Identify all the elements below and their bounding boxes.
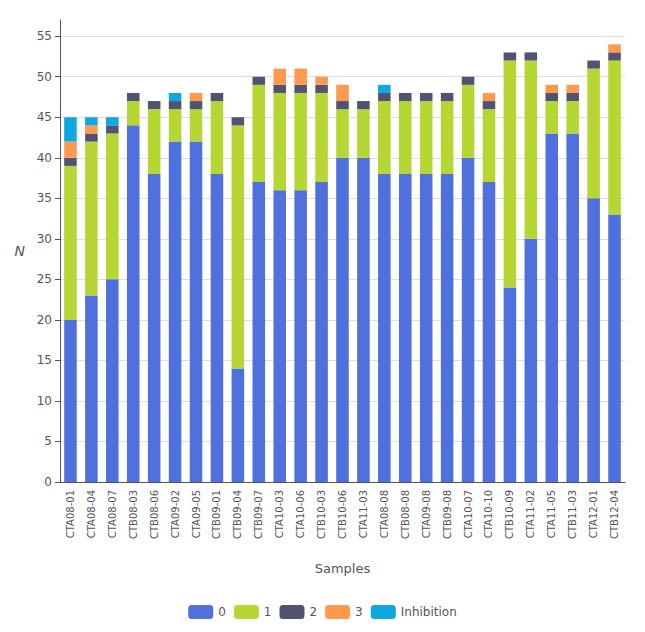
svg-text:CTB10-09: CTB10-09 xyxy=(504,490,515,539)
svg-text:30: 30 xyxy=(37,232,52,246)
svg-text:10: 10 xyxy=(37,394,52,408)
svg-text:CTB10-06: CTB10-06 xyxy=(337,490,348,539)
svg-text:15: 15 xyxy=(37,353,52,367)
svg-text:Inhibition: Inhibition xyxy=(401,605,457,619)
svg-text:CTA09-02: CTA09-02 xyxy=(170,490,181,538)
svg-text:0: 0 xyxy=(218,605,226,619)
svg-text:CTA10-06: CTA10-06 xyxy=(295,490,306,538)
svg-text:20: 20 xyxy=(37,313,52,327)
svg-text:CTA08-01: CTA08-01 xyxy=(65,490,76,538)
svg-text:CTB09-08: CTB09-08 xyxy=(442,490,453,539)
svg-text:40: 40 xyxy=(37,151,52,165)
svg-text:CTA09-05: CTA09-05 xyxy=(191,490,202,538)
svg-text:55: 55 xyxy=(37,29,52,43)
svg-text:3: 3 xyxy=(355,605,363,619)
svg-text:CTA08-04: CTA08-04 xyxy=(86,490,97,538)
svg-text:CTB08-08: CTB08-08 xyxy=(400,490,411,539)
svg-text:CTB11-03: CTB11-03 xyxy=(567,490,578,539)
svg-text:CTB08-03: CTB08-03 xyxy=(128,490,139,539)
svg-text:CTB12-04: CTB12-04 xyxy=(609,490,620,539)
svg-text:CTA09-08: CTA09-08 xyxy=(421,490,432,538)
svg-text:1: 1 xyxy=(264,605,272,619)
svg-text:CTB08-06: CTB08-06 xyxy=(149,490,160,539)
svg-text:CTA08-07: CTA08-07 xyxy=(107,490,118,538)
svg-text:CTA12-01: CTA12-01 xyxy=(588,490,599,538)
svg-text:5: 5 xyxy=(44,434,52,448)
svg-text:CTA08-08: CTA08-08 xyxy=(379,490,390,538)
svg-text:CTB09-07: CTB09-07 xyxy=(253,490,264,539)
svg-text:0: 0 xyxy=(44,475,52,489)
svg-text:CTA11-03: CTA11-03 xyxy=(358,490,369,538)
svg-text:CTA10-10: CTA10-10 xyxy=(483,490,494,538)
svg-text:45: 45 xyxy=(37,110,52,124)
svg-text:CTA11-05: CTA11-05 xyxy=(546,490,557,538)
svg-text:25: 25 xyxy=(37,272,52,286)
svg-text:Samples: Samples xyxy=(315,561,371,576)
svg-text:35: 35 xyxy=(37,191,52,205)
svg-text:CTB10-03: CTB10-03 xyxy=(316,490,327,539)
svg-text:N: N xyxy=(15,243,26,259)
svg-text:50: 50 xyxy=(37,70,52,84)
svg-text:CTA10-07: CTA10-07 xyxy=(463,490,474,538)
svg-text:CTA11-02: CTA11-02 xyxy=(525,490,536,538)
svg-text:CTB09-04: CTB09-04 xyxy=(232,490,243,539)
svg-text:2: 2 xyxy=(309,605,317,619)
svg-text:CTA10-03: CTA10-03 xyxy=(274,490,285,538)
svg-text:CTB09-01: CTB09-01 xyxy=(211,490,222,539)
